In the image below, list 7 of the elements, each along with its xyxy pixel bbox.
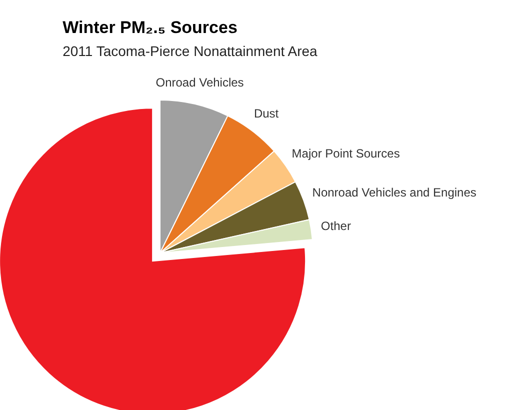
chart-subtitle: 2011 Tacoma-Pierce Nonattainment Area <box>62 43 318 59</box>
chart-title: Winter PM₂.₅ Sources <box>62 18 238 37</box>
slice-label: Other <box>320 219 351 234</box>
slice-label: Onroad Vehicles <box>156 76 244 90</box>
slice-label: Nonroad Vehicles and Engines <box>312 186 476 200</box>
slice-label: Dust <box>254 106 280 121</box>
slice-label: Major Point Sources <box>292 146 400 160</box>
